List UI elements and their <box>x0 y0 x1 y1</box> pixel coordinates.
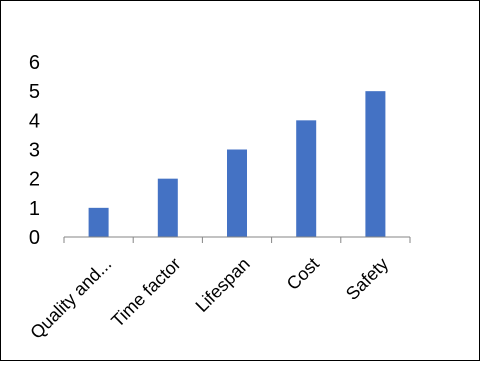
bar-series <box>88 91 386 238</box>
y-tick-label: 2 <box>29 169 40 191</box>
bar <box>296 120 317 237</box>
bar <box>157 178 178 237</box>
y-tick-label: 4 <box>29 110 40 132</box>
bar <box>365 91 386 238</box>
y-tick-label: 1 <box>29 198 40 220</box>
bar <box>88 207 109 237</box>
y-axis-tick-labels: 0 1 2 3 4 5 6 <box>29 52 40 249</box>
y-tick-label: 0 <box>29 227 40 249</box>
bar <box>227 149 247 237</box>
y-tick-label: 3 <box>29 140 40 162</box>
y-tick-label: 5 <box>29 81 40 103</box>
x-axis <box>63 236 411 243</box>
y-tick-label: 6 <box>29 52 40 74</box>
